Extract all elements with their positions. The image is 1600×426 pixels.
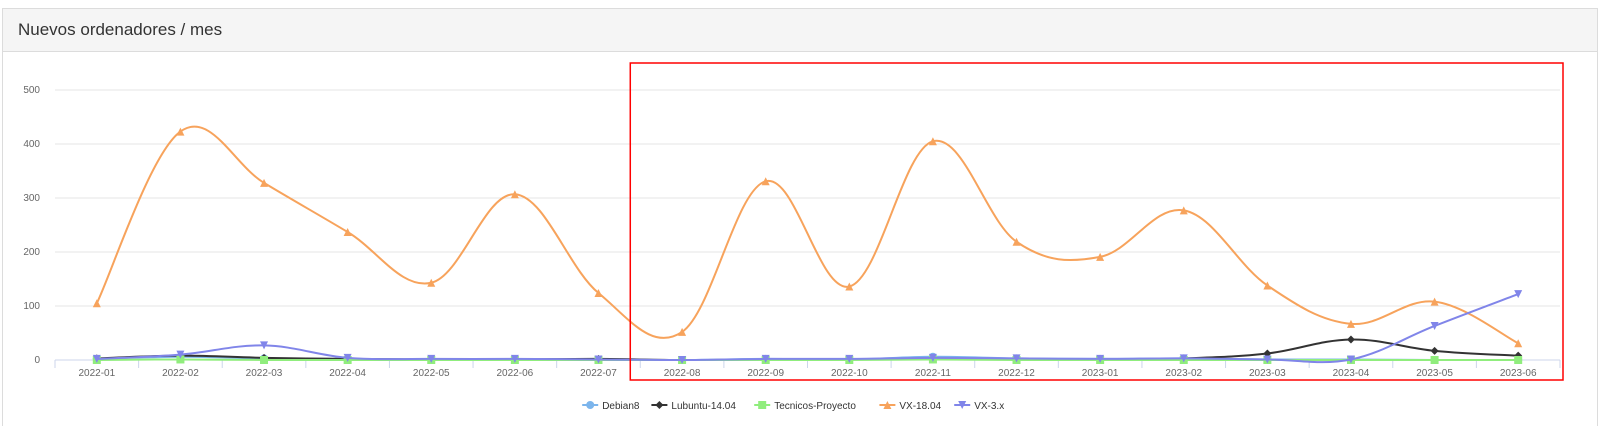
data-point-lubuntu-14-04 [1430, 346, 1439, 355]
x-tick-label: 2022-08 [664, 368, 701, 379]
x-tick-label: 2023-05 [1416, 368, 1453, 379]
x-tick-label: 2022-07 [580, 368, 617, 379]
data-point-vx-3-x [176, 350, 185, 359]
y-tick-label: 400 [23, 139, 40, 150]
data-point-vx-3-x [1179, 354, 1188, 363]
legend-symbol-marker [655, 401, 664, 409]
data-point-vx-3-x [1012, 354, 1021, 363]
x-tick-label: 2023-06 [1500, 368, 1537, 379]
legend-item-lubuntu-14-04[interactable]: Lubuntu-14.04 [651, 401, 736, 412]
highlight-box [629, 62, 1564, 381]
y-tick-label: 300 [23, 193, 40, 204]
data-point-vx-18-04 [1346, 319, 1355, 328]
x-tick-label: 2023-03 [1249, 368, 1286, 379]
data-point-vx-3-x [510, 354, 519, 363]
data-point-vx-18-04 [1012, 237, 1021, 246]
legend-item-vx-3-x[interactable]: VX-3.x [954, 401, 1004, 412]
legend-symbol-marker [958, 401, 967, 409]
series-vx-3-x [92, 290, 1523, 364]
data-point-vx-3-x [260, 341, 269, 350]
data-point-vx-18-04 [92, 299, 101, 308]
y-gridlines [55, 89, 1560, 307]
data-point-vx-18-04 [1430, 297, 1439, 306]
data-point-vx-3-x [1430, 321, 1439, 330]
x-tick-label: 2022-12 [998, 368, 1035, 379]
x-tick-label: 2022-06 [497, 368, 534, 379]
data-point-vx-18-04 [761, 177, 770, 186]
panel-header: Nuevos ordenadores / mes [3, 9, 1597, 52]
series-line-lubuntu-14-04 [96, 338, 1519, 362]
data-point-vx-3-x [1096, 354, 1105, 363]
legend-symbol-marker [883, 401, 892, 409]
x-tick-label: 2022-02 [162, 368, 199, 379]
data-point-vx-3-x [343, 353, 352, 362]
x-tick-label: 2022-04 [329, 368, 366, 379]
legend-symbol-marker [758, 401, 767, 409]
data-point-tecnicos-proyecto [260, 356, 269, 364]
data-point-vx-3-x [678, 356, 687, 364]
data-point-vx-18-04 [427, 278, 436, 287]
data-point-tecnicos-proyecto [176, 355, 185, 364]
data-point-vx-18-04 [1096, 252, 1105, 261]
data-point-vx-18-04 [176, 127, 185, 136]
data-point-vx-18-04 [845, 282, 854, 291]
legend-symbol-marker [586, 401, 595, 409]
x-tick-label: 2023-01 [1082, 368, 1119, 379]
data-point-vx-18-04 [510, 190, 519, 199]
data-point-vx-18-04 [1179, 206, 1188, 215]
x-tick-label: 2023-02 [1165, 368, 1202, 379]
legend-item-tecnicos-proyecto[interactable]: Tecnicos-Proyecto [754, 401, 856, 412]
y-tick-label: 0 [34, 355, 40, 366]
data-point-vx-3-x [1346, 355, 1355, 364]
x-tick-label: 2022-10 [831, 368, 868, 379]
y-tick-label: 500 [23, 85, 40, 96]
legend-label: Tecnicos-Proyecto [774, 401, 856, 412]
data-point-vx-18-04 [928, 137, 937, 146]
data-point-vx-18-04 [260, 178, 269, 187]
x-tick-label: 2022-01 [78, 368, 115, 379]
series-vx-18-04 [92, 125, 1523, 348]
y-tick-label: 100 [23, 301, 40, 312]
data-point-vx-3-x [1263, 355, 1272, 364]
x-tick-label: 2023-04 [1333, 368, 1370, 379]
data-point-vx-3-x [92, 354, 101, 363]
panel-title: Nuevos ordenadores / mes [18, 20, 223, 39]
y-tick-label: 200 [23, 247, 40, 258]
data-point-tecnicos-proyecto [1514, 356, 1523, 364]
legend-item-vx-18-04[interactable]: VX-18.04 [879, 401, 942, 412]
data-point-vx-18-04 [343, 228, 352, 237]
x-tick-label: 2022-03 [246, 368, 283, 379]
data-point-vx-18-04 [1514, 339, 1523, 348]
x-tick-label: 2022-11 [915, 368, 951, 379]
x-tick-label: 2022-09 [747, 368, 784, 379]
data-point-vx-18-04 [1263, 281, 1272, 290]
series-line-vx-18-04 [95, 125, 1519, 345]
data-point-vx-3-x [1514, 290, 1523, 299]
data-point-vx-3-x [761, 354, 770, 363]
legend-item-debian8[interactable]: Debian8 [582, 401, 640, 412]
legend-label: VX-18.04 [899, 401, 941, 412]
data-point-vx-18-04 [678, 327, 687, 336]
data-point-lubuntu-14-04 [1346, 335, 1355, 344]
data-point-vx-3-x [427, 354, 436, 363]
series-line-vx-3-x [96, 293, 1519, 364]
x-tick-label: 2022-05 [413, 368, 450, 379]
legend-label: Lubuntu-14.04 [671, 401, 736, 412]
data-point-vx-3-x [928, 353, 937, 362]
data-point-vx-3-x [845, 354, 854, 363]
legend-label: VX-3.x [974, 401, 1004, 412]
data-point-vx-3-x [594, 355, 603, 364]
data-point-vx-18-04 [594, 289, 603, 298]
data-point-tecnicos-proyecto [1430, 356, 1439, 364]
legend-label: Debian8 [602, 401, 640, 412]
